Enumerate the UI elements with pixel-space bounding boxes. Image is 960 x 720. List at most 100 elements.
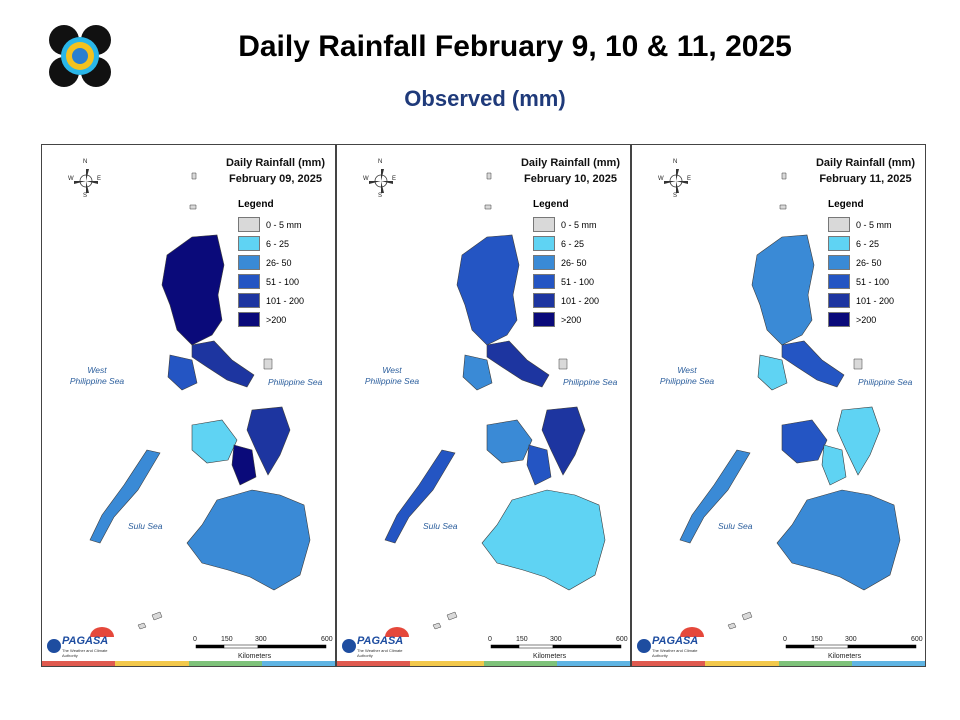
legend-swatch (828, 274, 850, 289)
catanduanes-islet (263, 358, 273, 370)
panel-title: Daily Rainfall (mm) February 11, 2025 (816, 155, 915, 187)
panel-title: Daily Rainfall (mm) February 09, 2025 (226, 155, 325, 187)
scale-segment (490, 644, 520, 649)
legend-item: 101 - 200 (533, 291, 599, 310)
scale-tick: 0 (488, 636, 492, 643)
bicol-region (781, 340, 845, 388)
legend-item: 101 - 200 (828, 291, 894, 310)
legend-swatch (238, 255, 260, 270)
legend-label: 0 - 5 mm (561, 219, 597, 230)
panel-title-line1: Daily Rainfall (mm) (520, 157, 620, 169)
legend-item: 6 - 25 (533, 234, 599, 253)
sea-label-line: West (382, 365, 402, 375)
philippine-sea-label: Philippine Sea (858, 377, 913, 387)
scale-tick: 150 (221, 636, 233, 643)
cebu-bohol-region (821, 444, 847, 486)
logo-circle (342, 639, 356, 653)
legend: Legend 0 - 5 mm 6 - 25 26- 50 51 - 100 1… (828, 199, 894, 329)
legend-swatch (238, 236, 260, 251)
west-philippine-sea-label: West Philippine Sea (359, 365, 425, 387)
sulu-sea-label: Sulu Sea (423, 521, 458, 531)
legend-swatch (238, 217, 260, 232)
compass-rose-icon (74, 169, 98, 193)
scale-segment (847, 644, 917, 649)
legend-swatch (828, 293, 850, 308)
batanes-islet (191, 172, 197, 180)
compass-rose-icon (369, 169, 393, 193)
scale-tick: 150 (516, 636, 528, 643)
scale-segment (785, 644, 815, 649)
scale-bar (490, 644, 622, 649)
legend-label: 101 - 200 (856, 295, 895, 306)
palawan-region (384, 449, 456, 544)
legend-swatch (238, 274, 260, 289)
scale-tick: 600 (911, 636, 923, 643)
legend-label: 26- 50 (856, 257, 882, 268)
scale-tick: 300 (255, 636, 267, 643)
catanduanes-islet (853, 358, 863, 370)
scale-unit: Kilometers (238, 653, 272, 660)
brand-name: PAGASA (652, 635, 699, 647)
mindanao-region (481, 489, 606, 591)
legend-item: 26- 50 (533, 253, 599, 272)
luzon-region (751, 234, 815, 346)
footer-color-band (337, 661, 630, 666)
map-panel-feb-10: Daily Rainfall (mm) February 10, 2025 Le… (336, 144, 631, 667)
band-segment (261, 661, 335, 666)
sulu-islet (741, 611, 753, 621)
sulu-sea-label: Sulu Sea (718, 521, 753, 531)
pagasa-logo-icon (342, 627, 409, 653)
philippines-rain-map (637, 169, 917, 653)
legend-item: 0 - 5 mm (533, 215, 599, 234)
legend-item: 26- 50 (828, 253, 894, 272)
legend-item: >200 (828, 310, 894, 329)
scale-unit: Kilometers (533, 653, 567, 660)
scale-segment (813, 644, 849, 649)
samar-leyte-region (541, 406, 586, 476)
mindoro-region (462, 354, 493, 391)
map-panel-feb-09: Daily Rainfall (mm) February 09, 2025 Le… (41, 144, 336, 667)
philippine-sea-label: Philippine Sea (268, 377, 323, 387)
compass-north: N (673, 159, 678, 165)
visayas-west-region (486, 419, 533, 464)
catanduanes-islet (558, 358, 568, 370)
scale-segment (552, 644, 622, 649)
batanes-islet (486, 172, 492, 180)
legend-item: 0 - 5 mm (238, 215, 304, 234)
sea-label-line: Philippine Sea (659, 376, 715, 386)
cebu-bohol-region (231, 444, 257, 486)
legend-item: 6 - 25 (238, 234, 304, 253)
legend-label: 51 - 100 (856, 276, 890, 287)
scale-tick: 0 (193, 636, 197, 643)
panel-title-date: February 10, 2025 (524, 173, 617, 185)
band-segment (115, 661, 189, 666)
mindanao-region (186, 489, 311, 591)
band-segment (705, 661, 779, 666)
legend-label: 101 - 200 (266, 295, 305, 306)
band-segment (851, 661, 925, 666)
legend-item: 51 - 100 (238, 272, 304, 291)
band-segment (337, 661, 411, 666)
page-title: Daily Rainfall February 9, 10 & 11, 2025 (238, 30, 792, 63)
legend-title: Legend (533, 199, 569, 210)
legend-swatch (828, 217, 850, 232)
compass-rose-icon (664, 169, 688, 193)
legend-swatch (828, 312, 850, 327)
scale-tick: 300 (550, 636, 562, 643)
band-segment (188, 661, 262, 666)
luzon-region (456, 234, 520, 346)
brand-tagline: The Weather and Climate Authority (62, 648, 108, 658)
band-segment (778, 661, 852, 666)
legend-swatch (533, 217, 555, 232)
legend-label: 26- 50 (266, 257, 292, 268)
sea-label-line: Philippine Sea (364, 376, 420, 386)
palawan-region (89, 449, 161, 544)
legend-swatch (828, 236, 850, 251)
brand-tagline: The Weather and Climate Authority (357, 648, 403, 658)
band-segment (556, 661, 630, 666)
scale-tick: 300 (845, 636, 857, 643)
legend-item: 51 - 100 (828, 272, 894, 291)
scale-segment (257, 644, 327, 649)
legend-label: 6 - 25 (266, 238, 290, 249)
palawan-region (679, 449, 751, 544)
